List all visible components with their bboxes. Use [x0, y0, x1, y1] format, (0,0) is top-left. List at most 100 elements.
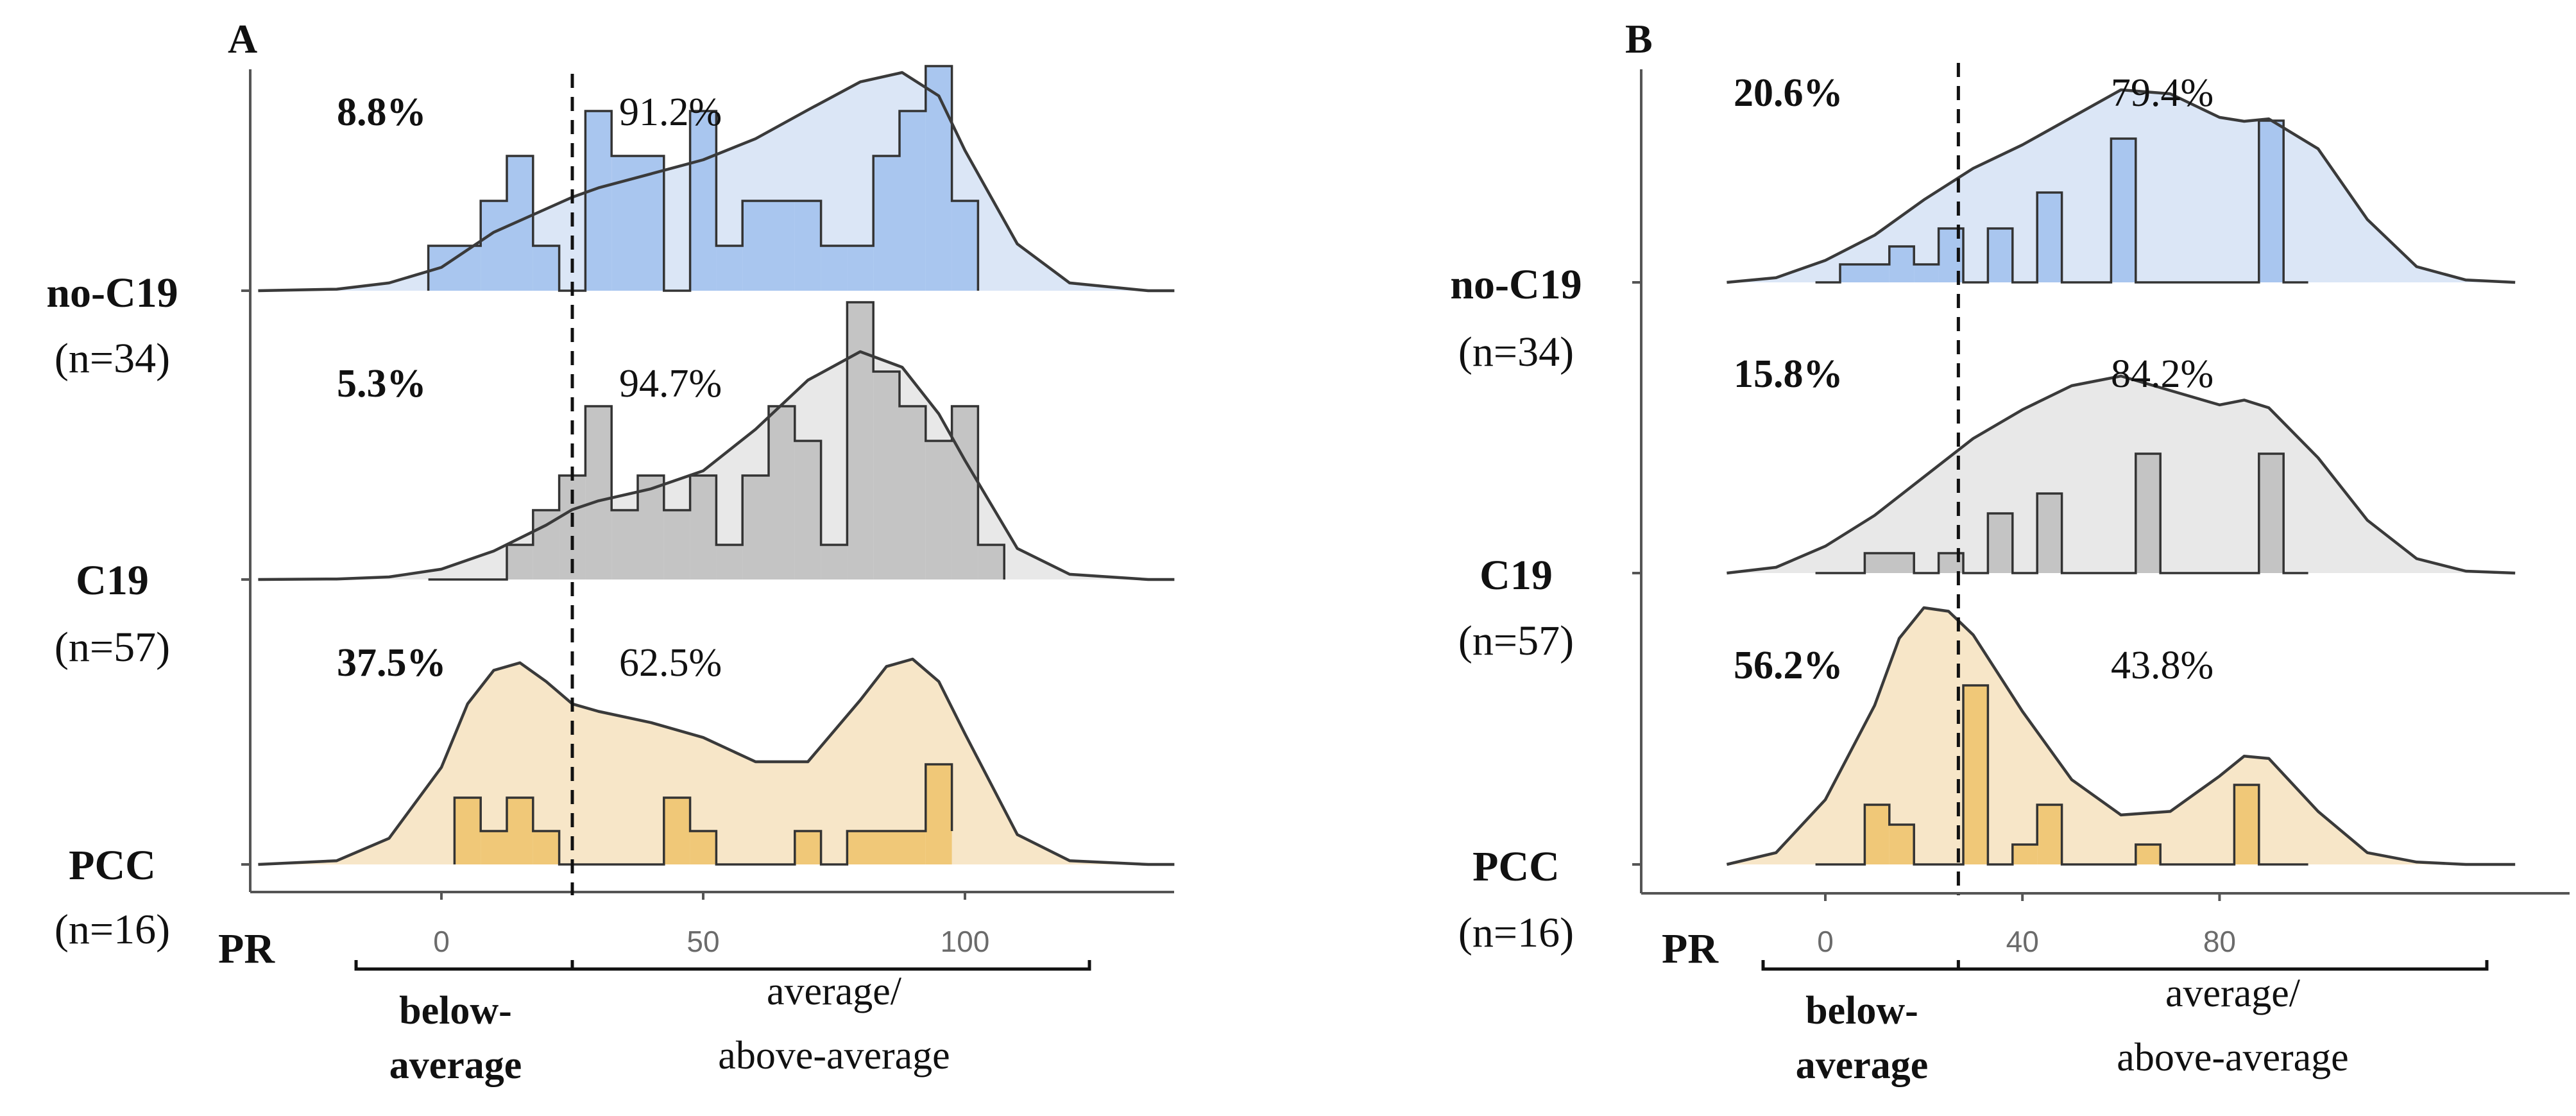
group-n-label: (n=34)	[1458, 329, 1574, 375]
pct-above: 84.2%	[2111, 352, 2213, 396]
panel-a: Ano-C19 (n=34) 8.8% 91.2% C19 (n=57) 5.3% 94.7%…	[46, 16, 1175, 1087]
group-pcc: PCC (n=16) 37.5% 62.5%	[55, 641, 1175, 953]
panel-label: A	[228, 16, 257, 62]
below-average-label: average	[1796, 1043, 1929, 1087]
histogram-bar	[2037, 193, 2062, 282]
histogram-bar	[1889, 246, 1915, 282]
x-tick-label: 0	[433, 925, 450, 958]
histogram-bar	[951, 406, 978, 579]
histogram-bar	[663, 510, 690, 579]
histogram-outline	[453, 763, 953, 866]
histogram-bar	[481, 831, 507, 864]
histogram-bar	[900, 831, 926, 864]
histogram-bar	[794, 201, 821, 291]
above-average-label: average/	[2165, 972, 2301, 1015]
histogram-bar	[925, 441, 952, 579]
panel-b: Bno-C19 (n=34) 20.6% 79.4% C19 (n=57) 15.8% 84.…	[1450, 16, 2570, 1087]
histogram-bar	[585, 111, 612, 291]
pct-below: 5.3%	[337, 362, 427, 406]
histogram-bar	[1988, 513, 2013, 573]
histogram-bar	[638, 476, 664, 579]
group-n-label: (n=57)	[1458, 617, 1574, 664]
group-pcc: PCC (n=16) 56.2% 43.8%	[1458, 606, 2516, 956]
below-average-label: below-	[399, 989, 512, 1033]
above-average-label: average/	[767, 970, 902, 1013]
below-average-label: average	[389, 1043, 522, 1087]
x-axis-label: PR	[218, 925, 275, 972]
group-c19: C19 (n=57) 5.3% 94.7%	[55, 301, 1175, 671]
histogram-bar	[742, 201, 795, 291]
group-n-label: (n=16)	[1458, 909, 1574, 956]
histogram-bar	[794, 831, 821, 864]
histogram-bar	[2258, 121, 2284, 282]
histogram-outline	[1815, 119, 2308, 284]
histogram-bar	[978, 545, 1005, 579]
x-tick-label: 0	[1817, 925, 1834, 958]
histogram-bar	[847, 302, 874, 579]
pct-above: 94.7%	[619, 362, 722, 406]
histogram-bar	[2135, 454, 2161, 573]
histogram-bar	[847, 831, 900, 864]
group-name: no-C19	[1450, 261, 1582, 308]
pct-above: 43.8%	[2111, 644, 2213, 687]
density-line	[258, 657, 1175, 866]
group-name: C19	[1480, 552, 1553, 599]
pct-below: 56.2%	[1734, 644, 1843, 687]
histogram-bar	[794, 441, 821, 579]
below-average-label: below-	[1805, 989, 1918, 1033]
group-name: C19	[76, 557, 149, 604]
histogram-bar	[873, 156, 900, 291]
density-line	[258, 350, 1175, 581]
x-tick-label: 80	[2203, 925, 2236, 958]
histogram-bar	[2135, 845, 2161, 864]
group-no-c19: no-C19 (n=34) 20.6% 79.4%	[1450, 71, 2516, 375]
histogram-bar	[925, 66, 952, 291]
histogram-bar	[1914, 264, 1939, 282]
histogram-bar	[716, 545, 743, 579]
histogram-bar	[1889, 825, 1915, 864]
histogram-outline	[1815, 452, 2308, 574]
group-name: PCC	[69, 842, 156, 889]
histogram-bar	[742, 476, 769, 579]
density-line	[1727, 374, 2516, 575]
group-n-label: (n=16)	[55, 906, 170, 953]
histogram-bar	[533, 510, 559, 579]
histogram-bar	[821, 545, 848, 579]
x-tick-label: 100	[941, 925, 990, 958]
histogram-outline	[428, 301, 1005, 581]
histogram-bar	[2037, 805, 2062, 864]
histogram-bar	[2037, 494, 2062, 573]
pct-below: 37.5%	[337, 641, 447, 685]
histogram-bar	[585, 406, 612, 579]
histogram-bar	[481, 201, 507, 291]
histogram-bar	[690, 111, 717, 291]
histogram-bar	[951, 201, 978, 291]
histogram-bar	[769, 406, 795, 579]
density-line	[1726, 606, 2516, 866]
pr-bracket	[354, 960, 1091, 971]
histogram-bar	[690, 476, 717, 579]
density-area	[1727, 376, 2516, 573]
pct-below: 20.6%	[1734, 71, 1843, 115]
histogram-bar	[533, 831, 559, 864]
pct-below: 8.8%	[337, 90, 427, 134]
histogram-bar	[821, 246, 848, 291]
density-line	[258, 71, 1175, 293]
histogram-bar	[690, 831, 717, 864]
x-tick-label: 50	[687, 925, 719, 958]
histogram-outline	[427, 65, 980, 292]
x-tick-label: 40	[2006, 925, 2039, 958]
histogram-bar	[611, 510, 638, 579]
group-c19: C19 (n=57) 15.8% 84.2%	[1458, 352, 2516, 664]
histogram-bar	[2012, 845, 2038, 864]
above-average-label: above-average	[718, 1034, 950, 1077]
pct-above: 91.2%	[619, 90, 722, 134]
histogram-bar	[2234, 785, 2259, 864]
panel-label: B	[1625, 16, 1653, 62]
group-name: PCC	[1472, 843, 1560, 890]
pct-above: 79.4%	[2111, 71, 2213, 115]
above-average-label: above-average	[2117, 1036, 2348, 1079]
histogram-bar	[900, 111, 926, 291]
pr-bracket	[1761, 960, 2489, 971]
